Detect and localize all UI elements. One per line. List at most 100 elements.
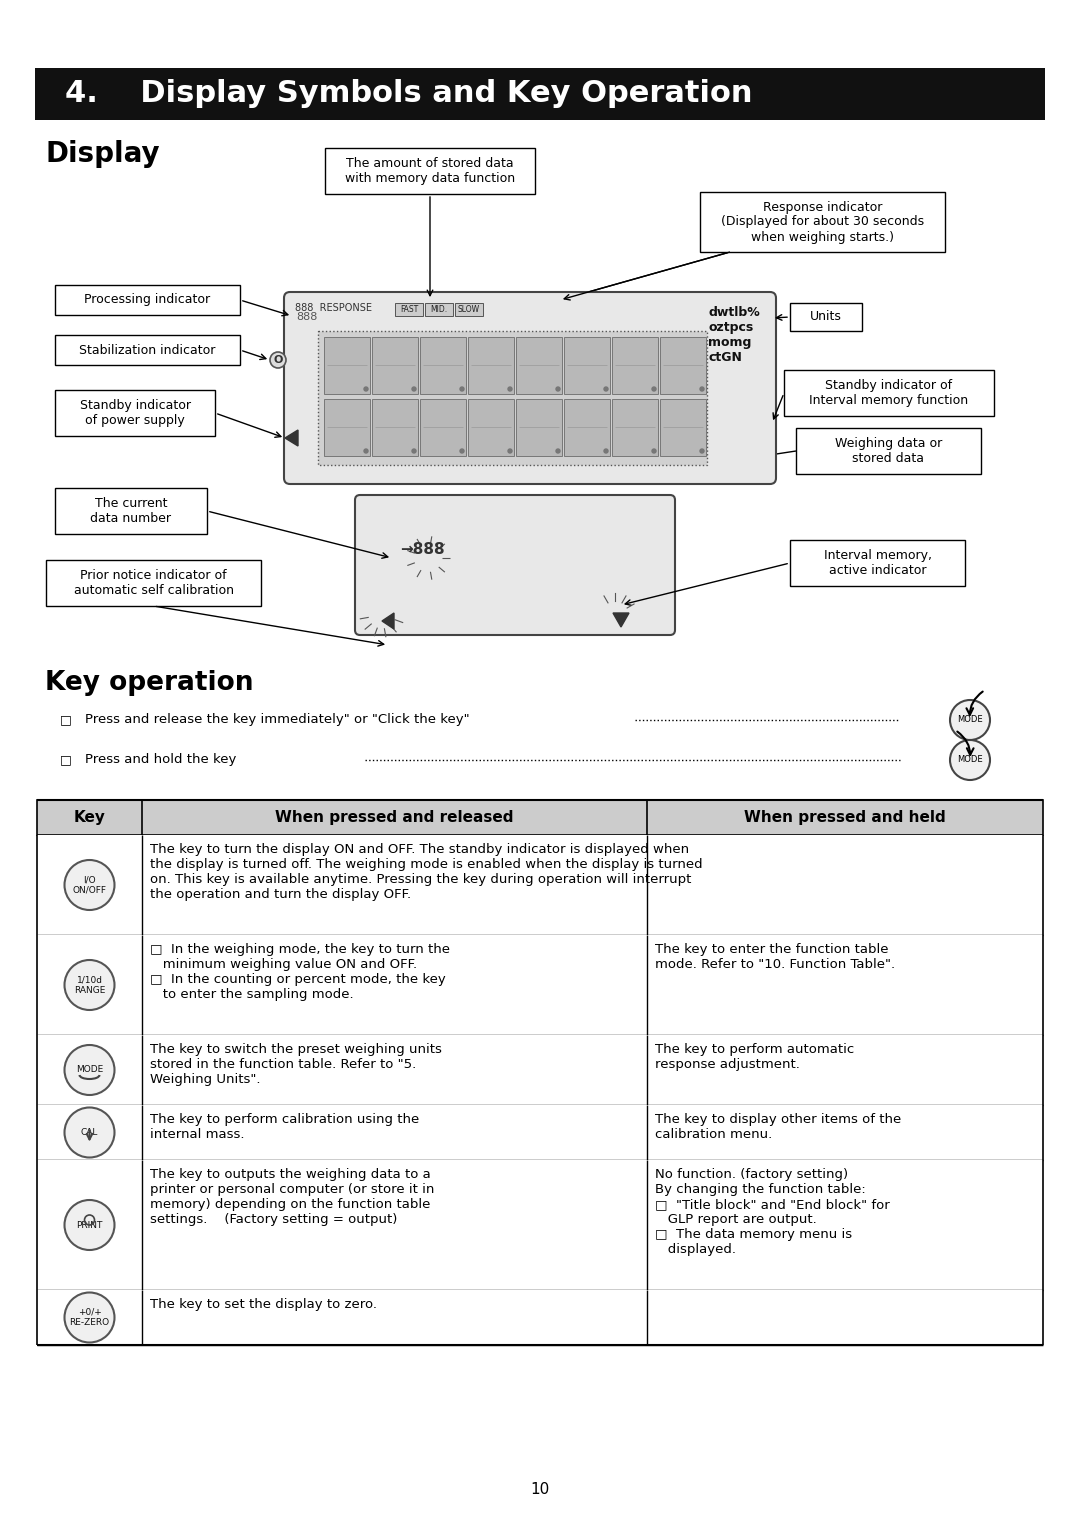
Text: Blinking indicators: Blinking indicators xyxy=(475,551,605,565)
Circle shape xyxy=(604,386,608,391)
Text: Interval memory,
active indicator: Interval memory, active indicator xyxy=(824,550,931,577)
Text: 888  RESPONSE: 888 RESPONSE xyxy=(295,302,372,313)
Bar xyxy=(37,835,1043,935)
Text: 10: 10 xyxy=(530,1483,550,1498)
Bar xyxy=(37,1106,1043,1161)
Circle shape xyxy=(700,386,704,391)
Text: 1/10d
RANGE: 1/10d RANGE xyxy=(73,976,105,994)
Text: O: O xyxy=(273,354,283,365)
Text: □  In the weighing mode, the key to turn the
   minimum weighing value ON and OF: □ In the weighing mode, the key to turn … xyxy=(150,944,450,1002)
Bar xyxy=(789,541,966,586)
Text: Press and release the key immediately" or "Click the key": Press and release the key immediately" o… xyxy=(85,713,470,727)
FancyBboxPatch shape xyxy=(324,399,370,457)
Bar xyxy=(37,800,1043,835)
Text: Stabilization indicator: Stabilization indicator xyxy=(79,344,216,356)
Text: dwtlb%
oztpcs
momg
ctGN: dwtlb% oztpcs momg ctGN xyxy=(708,305,760,363)
Text: I/O
ON/OFF: I/O ON/OFF xyxy=(72,875,107,895)
Text: No function. (factory setting)
By changing the function table:
□  "Title block" : No function. (factory setting) By changi… xyxy=(654,1168,890,1257)
Text: Response indicator
(Displayed for about 30 seconds
when weighing starts.): Response indicator (Displayed for about … xyxy=(721,200,924,243)
Text: The key to turn the display ON and OFF. The standby indicator is displayed when
: The key to turn the display ON and OFF. … xyxy=(150,843,703,901)
Text: PRINT: PRINT xyxy=(77,1220,103,1229)
Text: The key to perform calibration using the
internal mass.: The key to perform calibration using the… xyxy=(150,1113,419,1141)
Text: The key to outputs the weighing data to a
printer or personal computer (or store: The key to outputs the weighing data to … xyxy=(150,1168,434,1226)
Text: 888: 888 xyxy=(296,312,318,322)
Text: FAST: FAST xyxy=(400,304,418,313)
Text: MODE: MODE xyxy=(76,1066,103,1075)
FancyBboxPatch shape xyxy=(372,337,418,394)
Bar xyxy=(55,286,240,315)
Circle shape xyxy=(950,699,990,741)
Bar xyxy=(55,334,240,365)
Polygon shape xyxy=(613,612,629,628)
Text: Units: Units xyxy=(810,310,842,324)
FancyBboxPatch shape xyxy=(324,337,370,394)
FancyBboxPatch shape xyxy=(468,399,514,457)
Bar xyxy=(789,302,862,331)
Bar xyxy=(37,1290,1043,1345)
Text: When pressed and released: When pressed and released xyxy=(275,809,514,825)
Text: Key operation: Key operation xyxy=(45,670,254,696)
Text: CAL: CAL xyxy=(81,1128,98,1138)
Circle shape xyxy=(652,449,656,454)
Circle shape xyxy=(652,386,656,391)
Text: The key to perform automatic
response adjustment.: The key to perform automatic response ad… xyxy=(654,1043,854,1070)
FancyBboxPatch shape xyxy=(468,337,514,394)
FancyBboxPatch shape xyxy=(660,337,706,394)
Circle shape xyxy=(364,449,368,454)
Text: □: □ xyxy=(60,753,71,767)
FancyBboxPatch shape xyxy=(284,292,777,484)
Text: Prior notice indicator of
automatic self calibration: Prior notice indicator of automatic self… xyxy=(73,570,233,597)
FancyBboxPatch shape xyxy=(372,399,418,457)
Text: Standby indicator
of power supply: Standby indicator of power supply xyxy=(80,399,190,428)
Bar xyxy=(700,192,945,252)
Circle shape xyxy=(700,449,704,454)
Circle shape xyxy=(411,386,416,391)
Text: MID.: MID. xyxy=(431,304,447,313)
FancyBboxPatch shape xyxy=(564,399,610,457)
Circle shape xyxy=(364,386,368,391)
FancyBboxPatch shape xyxy=(612,337,658,394)
Text: Press and hold the key: Press and hold the key xyxy=(85,753,237,767)
FancyBboxPatch shape xyxy=(420,399,465,457)
Text: +0/+
RE-ZERO: +0/+ RE-ZERO xyxy=(69,1307,109,1327)
Text: The current
data number: The current data number xyxy=(91,496,172,525)
Circle shape xyxy=(411,449,416,454)
FancyBboxPatch shape xyxy=(318,331,707,466)
Text: Key: Key xyxy=(73,809,106,825)
FancyBboxPatch shape xyxy=(516,337,562,394)
Polygon shape xyxy=(285,431,298,446)
Circle shape xyxy=(65,960,114,1009)
Circle shape xyxy=(604,449,608,454)
Text: The key to set the display to zero.: The key to set the display to zero. xyxy=(150,1298,377,1312)
Text: Weighing data or
stored data: Weighing data or stored data xyxy=(835,437,942,466)
Circle shape xyxy=(65,1200,114,1251)
FancyBboxPatch shape xyxy=(355,495,675,635)
Circle shape xyxy=(556,386,561,391)
Bar xyxy=(37,935,1043,1035)
Circle shape xyxy=(460,449,464,454)
Bar xyxy=(37,1161,1043,1290)
Circle shape xyxy=(460,386,464,391)
FancyBboxPatch shape xyxy=(660,399,706,457)
FancyBboxPatch shape xyxy=(420,337,465,394)
Circle shape xyxy=(65,1044,114,1095)
Text: □: □ xyxy=(60,713,71,727)
FancyBboxPatch shape xyxy=(612,399,658,457)
Text: Standby indicator of
Interval memory function: Standby indicator of Interval memory fun… xyxy=(809,379,969,408)
Circle shape xyxy=(508,449,512,454)
Bar xyxy=(796,428,981,473)
Circle shape xyxy=(65,860,114,910)
Text: The amount of stored data
with memory data function: The amount of stored data with memory da… xyxy=(345,157,515,185)
Bar xyxy=(35,69,1045,121)
Text: The key to switch the preset weighing units
stored in the function table. Refer : The key to switch the preset weighing un… xyxy=(150,1043,442,1086)
FancyBboxPatch shape xyxy=(516,399,562,457)
Bar xyxy=(37,1035,1043,1106)
Circle shape xyxy=(65,1292,114,1342)
Text: 4.    Display Symbols and Key Operation: 4. Display Symbols and Key Operation xyxy=(65,79,753,108)
Text: MODE: MODE xyxy=(957,756,983,765)
Text: →888: →888 xyxy=(400,542,445,557)
Text: Processing indicator: Processing indicator xyxy=(84,293,211,307)
Text: The key to enter the function table
mode. Refer to "10. Function Table".: The key to enter the function table mode… xyxy=(654,944,895,971)
Bar xyxy=(325,148,535,194)
Bar xyxy=(426,302,453,316)
